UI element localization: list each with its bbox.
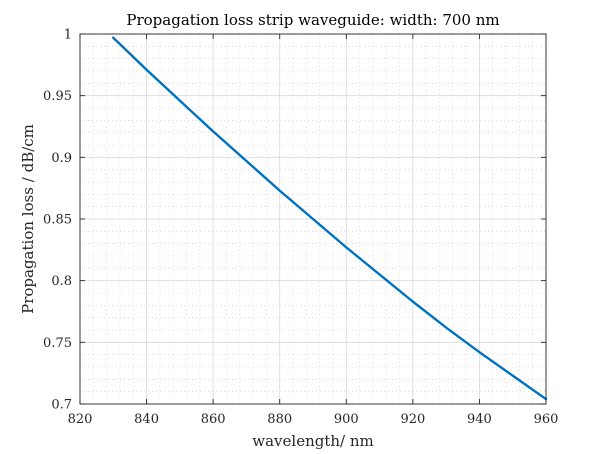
x-tick-label: 960: [534, 412, 559, 427]
y-tick-label: 0.9: [51, 151, 72, 166]
y-tick-label: 0.85: [43, 213, 72, 228]
y-tick-label: 0.8: [51, 274, 72, 289]
x-tick-label: 900: [334, 412, 359, 427]
chart-title: Propagation loss strip waveguide: width:…: [126, 11, 499, 29]
series-layer: [112, 36, 548, 401]
x-axis: 820 840 860 880 900 920 940 960: [68, 34, 559, 427]
x-tick-label: 880: [267, 412, 292, 427]
x-axis-label: wavelength/ nm: [252, 432, 373, 450]
y-tick-label: 0.7: [51, 398, 72, 413]
y-tick-label: 0.95: [43, 89, 72, 104]
y-tick-label: 1: [64, 28, 72, 43]
x-tick-label: 860: [201, 412, 226, 427]
x-tick-label: 840: [134, 412, 159, 427]
series-line: [112, 36, 548, 401]
y-axis-label: Propagation loss / dB/cm: [19, 124, 37, 314]
y-axis: 0.7 0.75 0.8 0.85 0.9 0.95 1: [43, 28, 546, 413]
y-tick-label: 0.75: [43, 336, 72, 351]
x-tick-label: 920: [400, 412, 425, 427]
x-tick-label: 940: [467, 412, 492, 427]
x-tick-label: 820: [68, 412, 93, 427]
